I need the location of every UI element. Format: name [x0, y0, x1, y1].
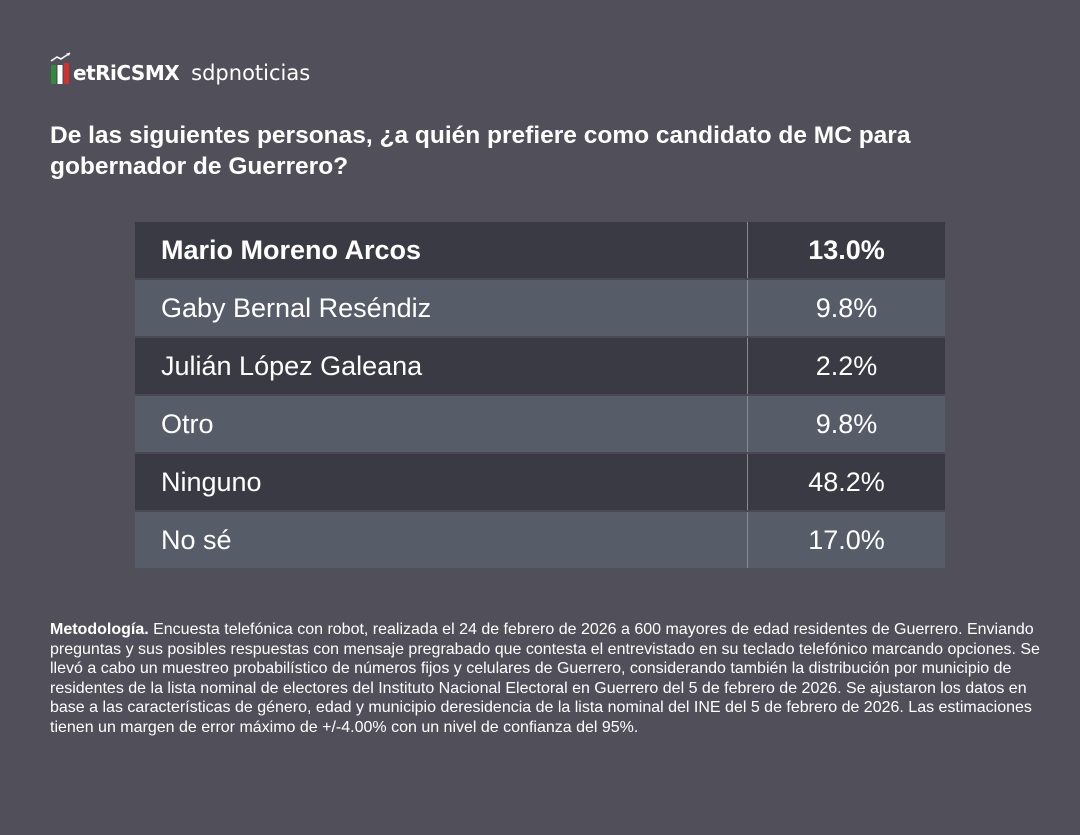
- candidate-percentage: 2.2%: [747, 337, 945, 396]
- candidate-percentage: 13.0%: [747, 222, 945, 280]
- candidate-name: No sé: [135, 511, 748, 568]
- methodology-text: Encuesta telefónica con robot, realizada…: [50, 621, 1040, 736]
- candidate-name: Gaby Bernal Reséndiz: [135, 279, 748, 338]
- methodology-note: Metodología. Encuesta telefónica con rob…: [50, 620, 1040, 737]
- brand-logos: etRiCSMX sdpnoticias: [50, 50, 310, 84]
- candidate-name: Ninguno: [135, 453, 748, 512]
- candidate-name: Mario Moreno Arcos: [135, 222, 748, 280]
- candidate-percentage: 17.0%: [747, 511, 945, 568]
- table-row: Gaby Bernal Reséndiz 9.8%: [135, 279, 945, 338]
- table-row: Ninguno 48.2%: [135, 453, 945, 512]
- sdpnoticias-wordmark: sdpnoticias: [191, 61, 311, 85]
- table-row: Julián López Galeana 2.2%: [135, 337, 945, 396]
- table-row: Otro 9.8%: [135, 395, 945, 454]
- methodology-label: Metodología.: [50, 621, 149, 638]
- results-table: Mario Moreno Arcos 13.0% Gaby Bernal Res…: [135, 222, 945, 568]
- metricsmx-wordmark: etRiCSMX: [73, 61, 180, 85]
- table-row: Mario Moreno Arcos 13.0%: [135, 222, 945, 280]
- metricsmx-logo: etRiCSMX: [50, 52, 180, 85]
- candidate-percentage: 9.8%: [747, 279, 945, 338]
- metrics-bars-arrow-icon: [50, 52, 71, 84]
- candidate-percentage: 48.2%: [747, 453, 945, 512]
- candidate-name: Julián López Galeana: [135, 337, 748, 396]
- candidate-percentage: 9.8%: [747, 395, 945, 454]
- survey-question: De las siguientes personas, ¿a quién pre…: [50, 122, 911, 180]
- table-row: No sé 17.0%: [135, 511, 945, 568]
- candidate-name: Otro: [135, 395, 748, 454]
